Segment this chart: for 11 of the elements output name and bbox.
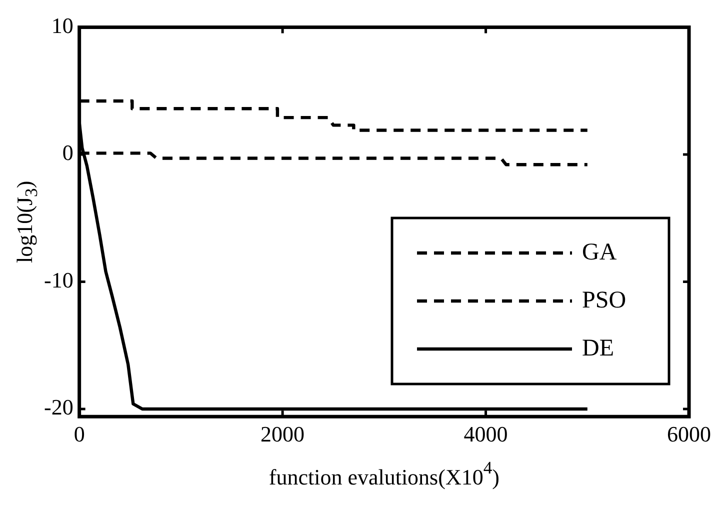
y-tick-label: 0 [62, 140, 74, 166]
x-tick-label: 4000 [464, 422, 508, 447]
text: GA [582, 239, 618, 266]
y-tick-label: -20 [44, 394, 74, 420]
series-label: DE [582, 335, 614, 362]
text: PSO [582, 287, 626, 314]
y-tick-label: -10 [44, 267, 74, 292]
y-tick-label: 10 [51, 12, 74, 38]
x-tick-label: 6000 [667, 422, 711, 447]
x-tick-label: 2000 [260, 422, 305, 447]
y-axis-title: log10(J3) [12, 180, 42, 263]
